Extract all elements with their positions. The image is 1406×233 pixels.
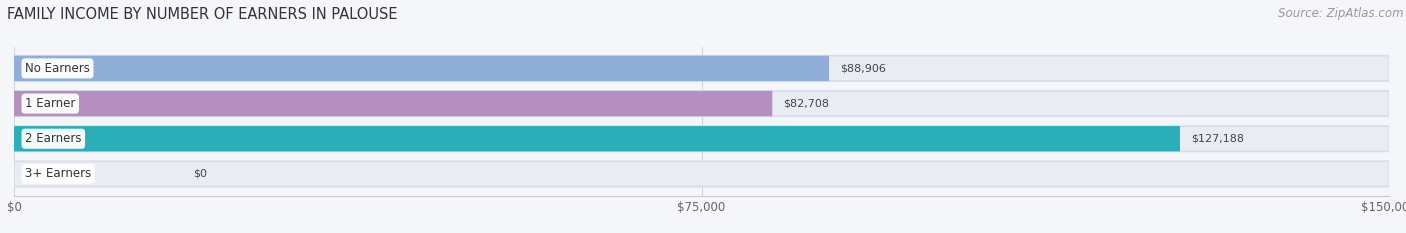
FancyBboxPatch shape xyxy=(14,161,1389,187)
FancyBboxPatch shape xyxy=(14,126,1180,151)
FancyBboxPatch shape xyxy=(14,91,1389,116)
Text: $0: $0 xyxy=(193,169,207,179)
Text: FAMILY INCOME BY NUMBER OF EARNERS IN PALOUSE: FAMILY INCOME BY NUMBER OF EARNERS IN PA… xyxy=(7,7,398,22)
FancyBboxPatch shape xyxy=(14,126,1389,151)
Text: 3+ Earners: 3+ Earners xyxy=(25,168,91,180)
Text: 1 Earner: 1 Earner xyxy=(25,97,76,110)
Text: $127,188: $127,188 xyxy=(1191,134,1244,144)
Text: No Earners: No Earners xyxy=(25,62,90,75)
Text: Source: ZipAtlas.com: Source: ZipAtlas.com xyxy=(1278,7,1403,20)
FancyBboxPatch shape xyxy=(14,91,772,116)
Text: 2 Earners: 2 Earners xyxy=(25,132,82,145)
Text: $82,708: $82,708 xyxy=(783,99,830,109)
FancyBboxPatch shape xyxy=(14,56,1389,81)
FancyBboxPatch shape xyxy=(14,56,830,81)
Text: $88,906: $88,906 xyxy=(839,63,886,73)
